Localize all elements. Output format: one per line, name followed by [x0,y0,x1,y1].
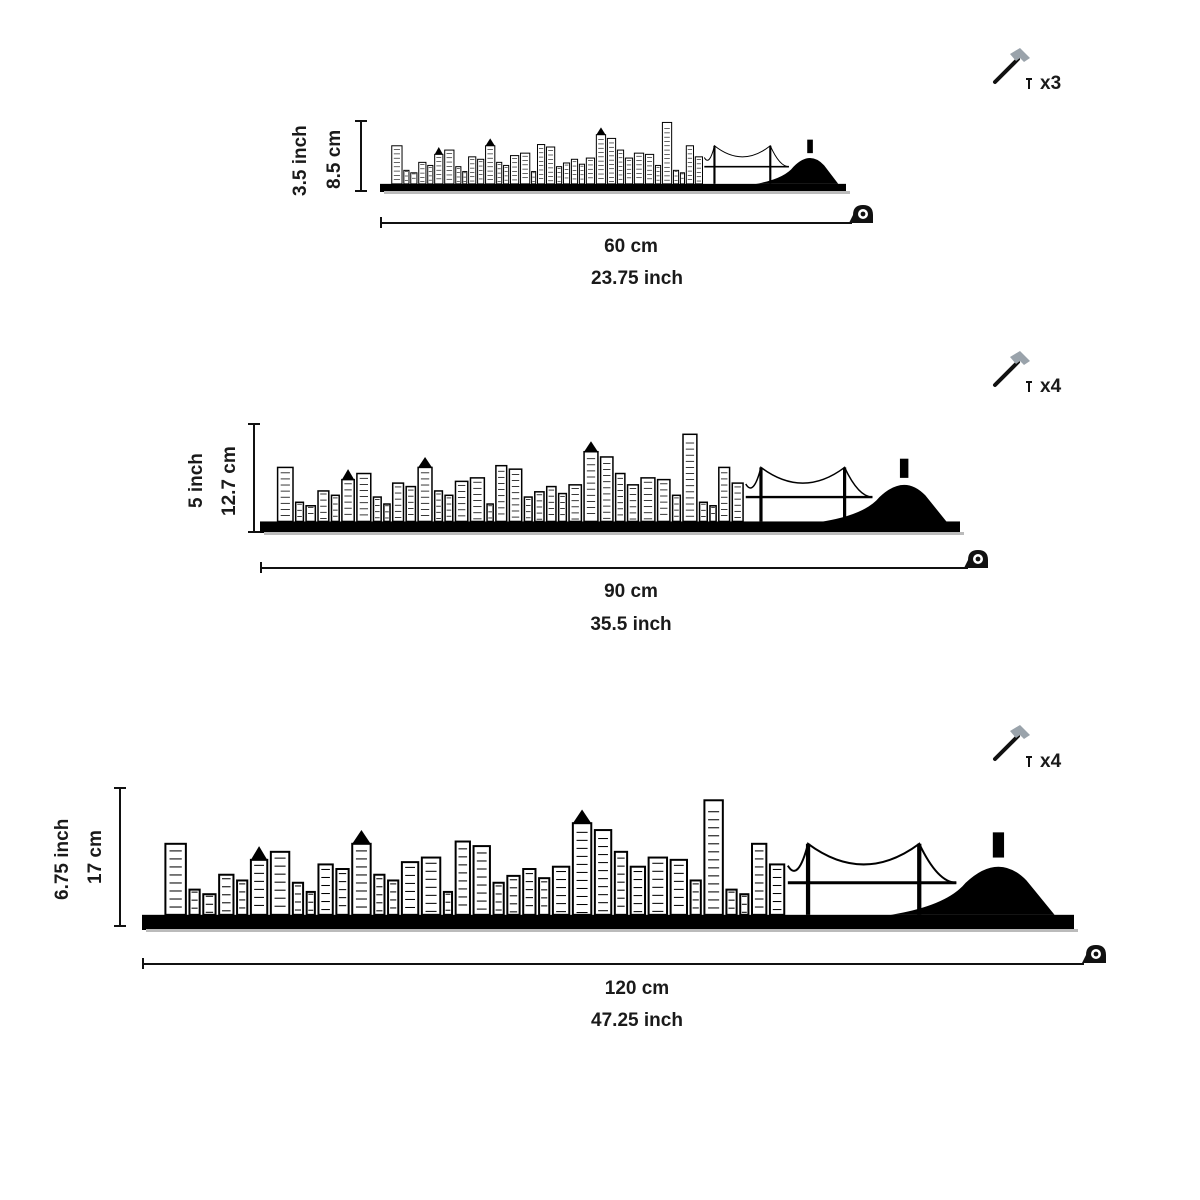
height-cm-label: 12.7 cm [219,446,240,516]
height-cm-label: 17 cm [85,830,106,884]
height-inch-label: 6.75 inch [52,818,73,900]
height-dimension-line [114,787,126,927]
hammer-icon [993,725,1030,761]
nail-icon [1026,78,1032,89]
tape-measure-icon [1082,945,1106,963]
height-dimension-line [355,120,367,192]
width-dimension-line [260,562,968,573]
nail-icon [1026,381,1032,392]
height-cm-label: 8.5 cm [324,129,345,189]
width-inch-label: 35.5 inch [590,614,672,635]
skyline-silhouette [380,121,850,194]
width-cm-label: 60 cm [604,236,658,257]
width-dimension-line [142,958,1084,969]
height-dimension-line [248,423,260,533]
nail-icon [1026,756,1032,767]
tape-measure-icon [964,550,988,568]
nail-count: x4 [1040,376,1062,397]
nail-count: x3 [1040,73,1062,94]
skyline-silhouette [260,433,964,535]
hammer-icon [993,48,1030,84]
width-inch-label: 47.25 inch [591,1010,683,1031]
skyline-silhouette [142,799,1078,932]
width-inch-label: 23.75 inch [591,268,683,289]
width-cm-label: 120 cm [604,978,670,999]
tape-measure-icon [849,205,873,223]
hammer-icon [993,351,1030,387]
nail-count: x4 [1040,751,1062,772]
height-inch-label: 5 inch [186,453,207,508]
width-cm-label: 90 cm [604,581,658,602]
height-inch-label: 3.5 inch [290,125,311,196]
width-dimension-line [380,217,852,228]
